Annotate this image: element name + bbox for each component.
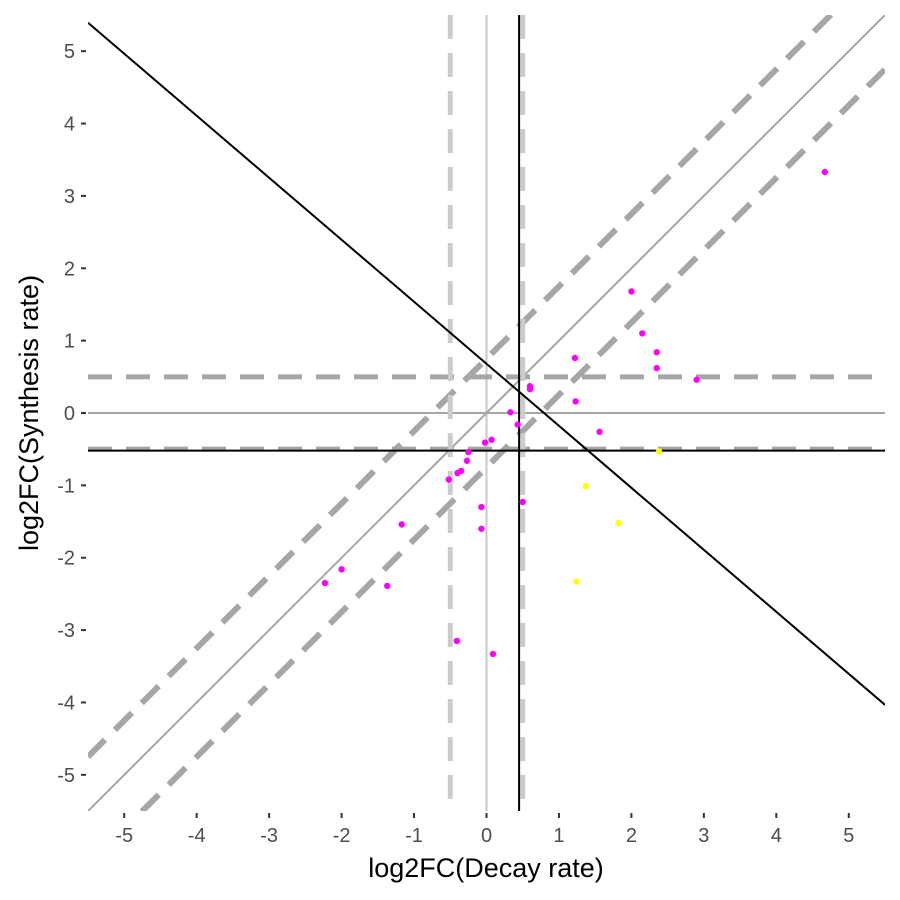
data-point [445,476,453,483]
data-point [463,457,471,464]
data-point [693,376,700,383]
data-point [514,421,521,428]
data-point [338,566,345,573]
data-point [454,469,461,477]
y-tick-label: -4 [57,692,75,714]
data-point [582,482,589,490]
y-tick-label: 3 [64,186,75,208]
x-tick-label: -4 [188,825,206,847]
x-tick-label: -1 [405,825,423,847]
data-point [481,439,489,446]
data-point [653,349,660,356]
data-point [453,637,460,645]
data-points [321,168,829,658]
data-point [321,579,329,587]
data-point [596,428,603,436]
y-tick-label: -2 [57,548,75,570]
data-point [465,448,472,456]
data-point [489,650,497,658]
data-point [519,498,526,506]
y-tick-label: 1 [64,331,75,353]
x-tick-label: 4 [771,825,782,847]
y-tick-label: -1 [57,475,75,497]
y-tick-label: 5 [64,41,75,63]
x-tick-label: -2 [333,825,351,847]
data-point [573,578,580,585]
diagonal-line [88,15,885,811]
data-point [653,364,660,372]
data-point [398,521,405,528]
y-tick-label: -5 [57,765,75,787]
data-point [655,448,663,455]
data-point [478,503,485,511]
x-tick-label: 5 [843,825,854,847]
x-axis-title: log2FC(Decay rate) [368,853,604,883]
data-point [507,409,514,416]
y-tick-label: 2 [64,258,75,280]
data-point [571,354,579,362]
y-tick-label: -3 [57,620,75,642]
reference-lines [88,15,885,811]
data-point [478,525,485,532]
black-diagonal-line [88,21,885,706]
data-point [639,330,646,337]
x-tick-label: 3 [698,825,709,847]
x-tick-label: 2 [626,825,637,847]
y-tick-label: 4 [64,114,75,136]
axes: -5 -4 -3 -2 -1 0 1 2 3 4 5 -5 -4 -3 -2 -1 0 1 2 3 4 5 [57,41,854,847]
data-point [821,168,829,176]
data-point [628,288,635,295]
x-tick-label: -3 [260,825,278,847]
y-tick-label: 0 [64,403,75,425]
data-point [526,385,534,393]
data-point [615,519,622,527]
data-point [384,582,391,590]
y-axis-title: log2FC(Synthesis rate) [14,275,44,551]
data-point [572,398,579,405]
data-point [488,436,495,443]
x-tick-label: -5 [115,825,133,847]
x-tick-label: 1 [553,825,564,847]
x-tick-label: 0 [481,825,492,847]
